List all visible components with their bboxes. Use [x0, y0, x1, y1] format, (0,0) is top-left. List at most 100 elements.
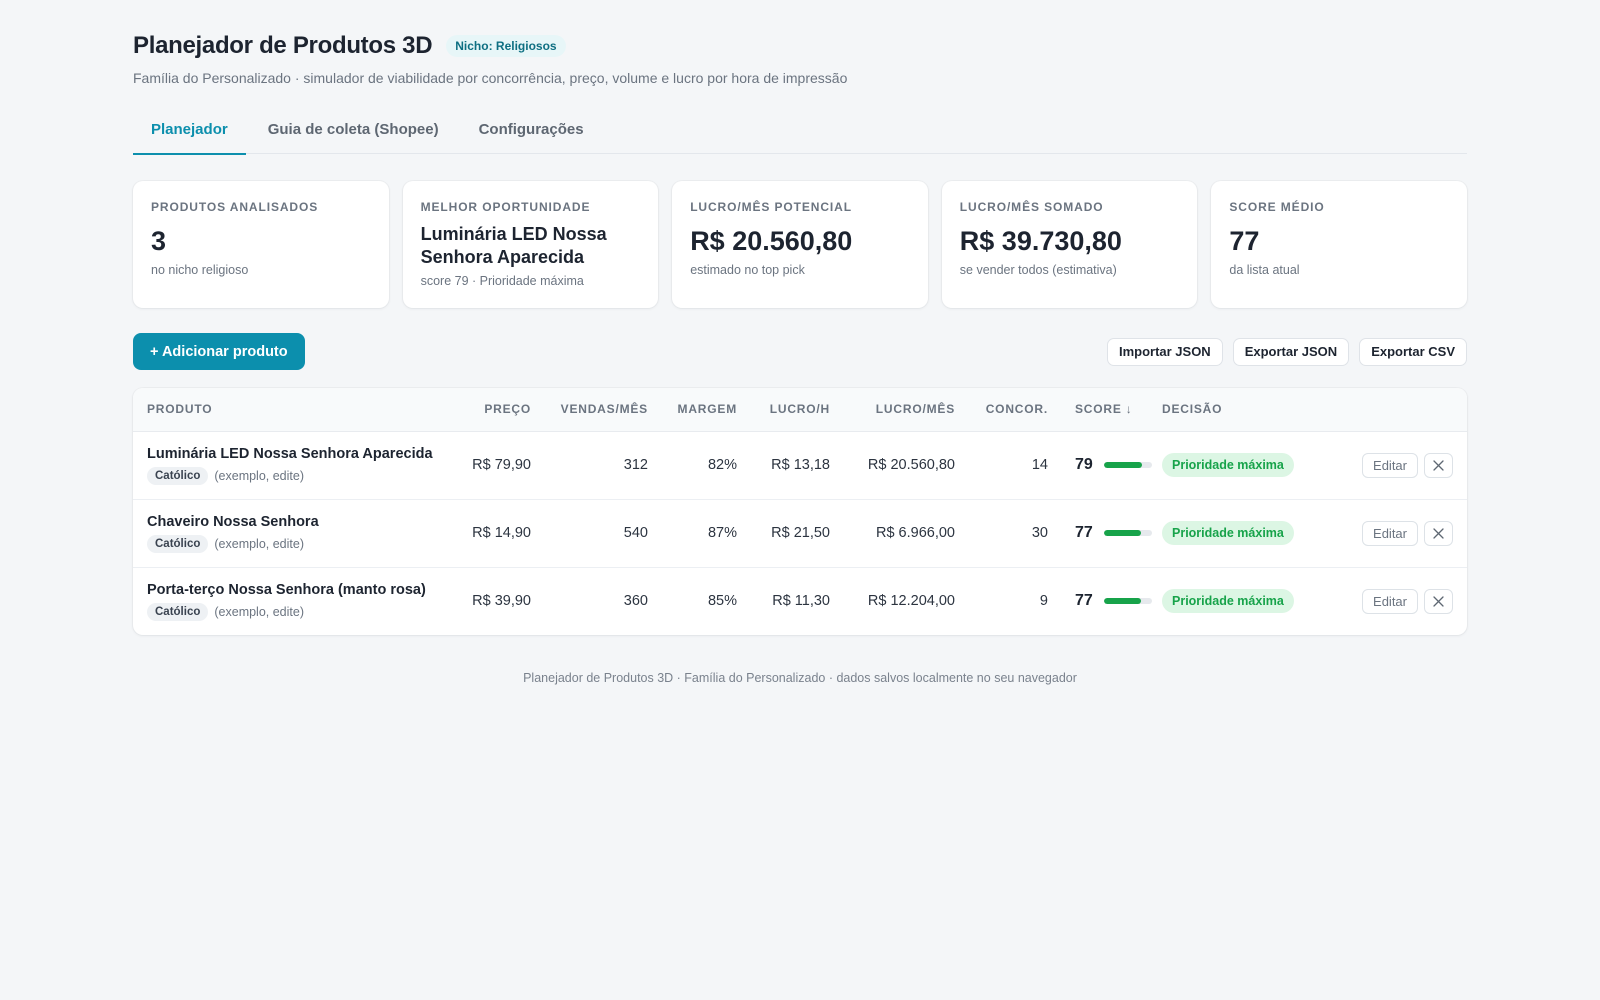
- score-cell: 77: [1048, 567, 1156, 635]
- col-header-decision[interactable]: DECISÃO: [1156, 388, 1326, 432]
- footer-text: Planejador de Produtos 3D · Família do P…: [523, 671, 1077, 685]
- price-cell: R$ 14,90: [472, 525, 531, 541]
- profit-hour-cell: R$ 13,18: [771, 457, 830, 473]
- edit-button[interactable]: Editar: [1362, 588, 1418, 614]
- table-row: Porta-terço Nossa Senhora (manto rosa) C…: [133, 567, 1467, 635]
- page-subtitle: Família do Personalizado · simulador de …: [133, 70, 848, 86]
- card-value: 3: [151, 226, 167, 256]
- card-products-analyzed: PRODUTOS ANALISADOS 3 no nicho religioso: [133, 181, 389, 308]
- score-value: 77: [1075, 524, 1093, 541]
- col-header-actions: [1326, 388, 1467, 432]
- export-csv-button[interactable]: Exportar CSV: [1359, 337, 1467, 366]
- profit-month-cell: R$ 6.966,00: [875, 525, 955, 541]
- tab-configuracoes[interactable]: Configurações: [478, 121, 584, 138]
- example-note: (exemplo, edite): [214, 468, 304, 483]
- score-bar-fill: [1104, 462, 1142, 468]
- score-value: 79: [1075, 456, 1093, 473]
- delete-button[interactable]: [1424, 452, 1453, 478]
- profit-month-cell: R$ 12.204,00: [867, 593, 955, 610]
- decision-cell: Prioridade máxima: [1156, 567, 1326, 635]
- margin-cell: 82%: [707, 457, 737, 473]
- col-header-margin[interactable]: MARGEM: [648, 388, 737, 432]
- card-total-profit: LUCRO/MÊS SOMADO R$ 39.730,80 se vender …: [941, 181, 1198, 308]
- sales-cell: 312: [623, 457, 648, 473]
- actions-bar: + Adicionar produto Importar JSON Export…: [133, 333, 1467, 370]
- card-note: estimado no top pick: [690, 263, 805, 277]
- close-icon: [1433, 459, 1444, 471]
- import-json-button[interactable]: Importar JSON: [1106, 337, 1223, 366]
- products-table: PRODUTO PREÇO VENDAS/MÊS MARGEM LUCRO/H …: [133, 388, 1467, 635]
- card-label: LUCRO/MÊS SOMADO: [959, 200, 1104, 214]
- card-best-opportunity: MELHOR OPORTUNIDADE Luminária LED Nossa …: [402, 181, 659, 308]
- tab-planejador[interactable]: Planejador: [133, 108, 246, 155]
- edit-button[interactable]: Editar: [1362, 452, 1418, 478]
- page-title: Planejador de Produtos 3D: [133, 32, 433, 59]
- profit-hour-cell: R$ 21,50: [771, 525, 830, 541]
- card-label: SCORE MÉDIO: [1229, 200, 1325, 214]
- data-actions: Importar JSON Exportar JSON Exportar CSV: [1106, 337, 1467, 366]
- margin-cell: 87%: [707, 525, 737, 541]
- category-tag: Católico: [147, 534, 209, 553]
- product-name: Porta-terço Nossa Senhora (manto rosa): [147, 581, 426, 598]
- col-header-profit-month[interactable]: LUCRO/MÊS: [830, 388, 955, 432]
- col-header-sales[interactable]: VENDAS/MÊS: [531, 388, 648, 432]
- score-value: 77: [1075, 592, 1093, 610]
- col-header-product[interactable]: PRODUTO: [133, 388, 453, 432]
- card-average-score: SCORE MÉDIO 77 da lista atual: [1211, 181, 1467, 308]
- score-bar: [1104, 530, 1152, 536]
- add-product-button[interactable]: + Adicionar produto: [133, 333, 305, 370]
- decision-badge: Prioridade máxima: [1162, 589, 1294, 614]
- category-tag: Católico: [147, 602, 209, 621]
- competition-cell: 14: [1031, 457, 1048, 473]
- product-meta: Católico (exemplo, edite): [147, 602, 453, 621]
- decision-badge: Prioridade máxima: [1162, 453, 1294, 477]
- card-value: 77: [1229, 226, 1260, 256]
- price-cell: R$ 39,90: [472, 593, 531, 610]
- card-note: da lista atual: [1229, 263, 1300, 277]
- close-icon: [1433, 527, 1444, 539]
- competition-cell: 9: [1039, 593, 1048, 610]
- decision-cell: Prioridade máxima: [1156, 499, 1326, 567]
- profit-month-cell: R$ 20.560,80: [867, 457, 955, 473]
- col-header-profit-hour[interactable]: LUCRO/H: [737, 388, 830, 432]
- col-header-price[interactable]: PREÇO: [453, 388, 531, 432]
- card-value: R$ 39.730,80: [959, 226, 1122, 256]
- delete-button[interactable]: [1424, 520, 1453, 546]
- product-meta: Católico (exemplo, edite): [147, 466, 453, 485]
- example-note: (exemplo, edite): [214, 536, 304, 551]
- col-header-score[interactable]: SCORE ↓: [1048, 388, 1156, 432]
- example-note: (exemplo, edite): [214, 604, 304, 619]
- niche-badge: Nicho: Religiosos: [446, 35, 566, 57]
- card-value: R$ 20.560,80: [690, 226, 853, 256]
- table-header-row: PRODUTO PREÇO VENDAS/MÊS MARGEM LUCRO/H …: [133, 388, 1467, 432]
- category-tag: Católico: [147, 466, 209, 485]
- card-note: se vender todos (estimativa): [959, 263, 1117, 277]
- tab-guia-coleta[interactable]: Guia de coleta (Shopee): [267, 121, 439, 138]
- close-icon: [1433, 596, 1444, 607]
- table-row: Chaveiro Nossa Senhora Católico (exemplo…: [133, 499, 1467, 567]
- app-container: Planejador de Produtos 3D Nicho: Religio…: [133, 28, 1467, 685]
- card-potential-profit: LUCRO/MÊS POTENCIAL R$ 20.560,80 estimad…: [672, 181, 928, 308]
- row-actions-cell: Editar: [1326, 431, 1467, 499]
- col-header-competition[interactable]: CONCOR.: [955, 388, 1048, 432]
- margin-cell: 85%: [707, 593, 737, 610]
- summary-cards: PRODUTOS ANALISADOS 3 no nicho religioso…: [133, 181, 1467, 308]
- product-meta: Católico (exemplo, edite): [147, 534, 453, 553]
- sales-cell: 540: [623, 525, 648, 541]
- edit-button[interactable]: Editar: [1362, 520, 1418, 546]
- table-row: Luminária LED Nossa Senhora Aparecida Ca…: [133, 431, 1467, 499]
- sales-cell: 360: [623, 593, 648, 610]
- delete-button[interactable]: [1424, 588, 1453, 614]
- card-label: LUCRO/MÊS POTENCIAL: [690, 200, 852, 214]
- score-cell: 77: [1048, 499, 1156, 567]
- score-bar: [1104, 598, 1152, 605]
- row-actions-cell: Editar: [1326, 567, 1467, 635]
- card-note: score 79 · Prioridade máxima: [420, 274, 584, 288]
- score-bar-fill: [1104, 598, 1141, 605]
- card-note: no nicho religioso: [151, 263, 249, 277]
- competition-cell: 30: [1031, 525, 1048, 541]
- page-header: Planejador de Produtos 3D Nicho: Religio…: [133, 28, 1467, 64]
- score-bar: [1104, 462, 1152, 468]
- export-json-button[interactable]: Exportar JSON: [1232, 337, 1350, 366]
- price-cell: R$ 79,90: [472, 457, 531, 473]
